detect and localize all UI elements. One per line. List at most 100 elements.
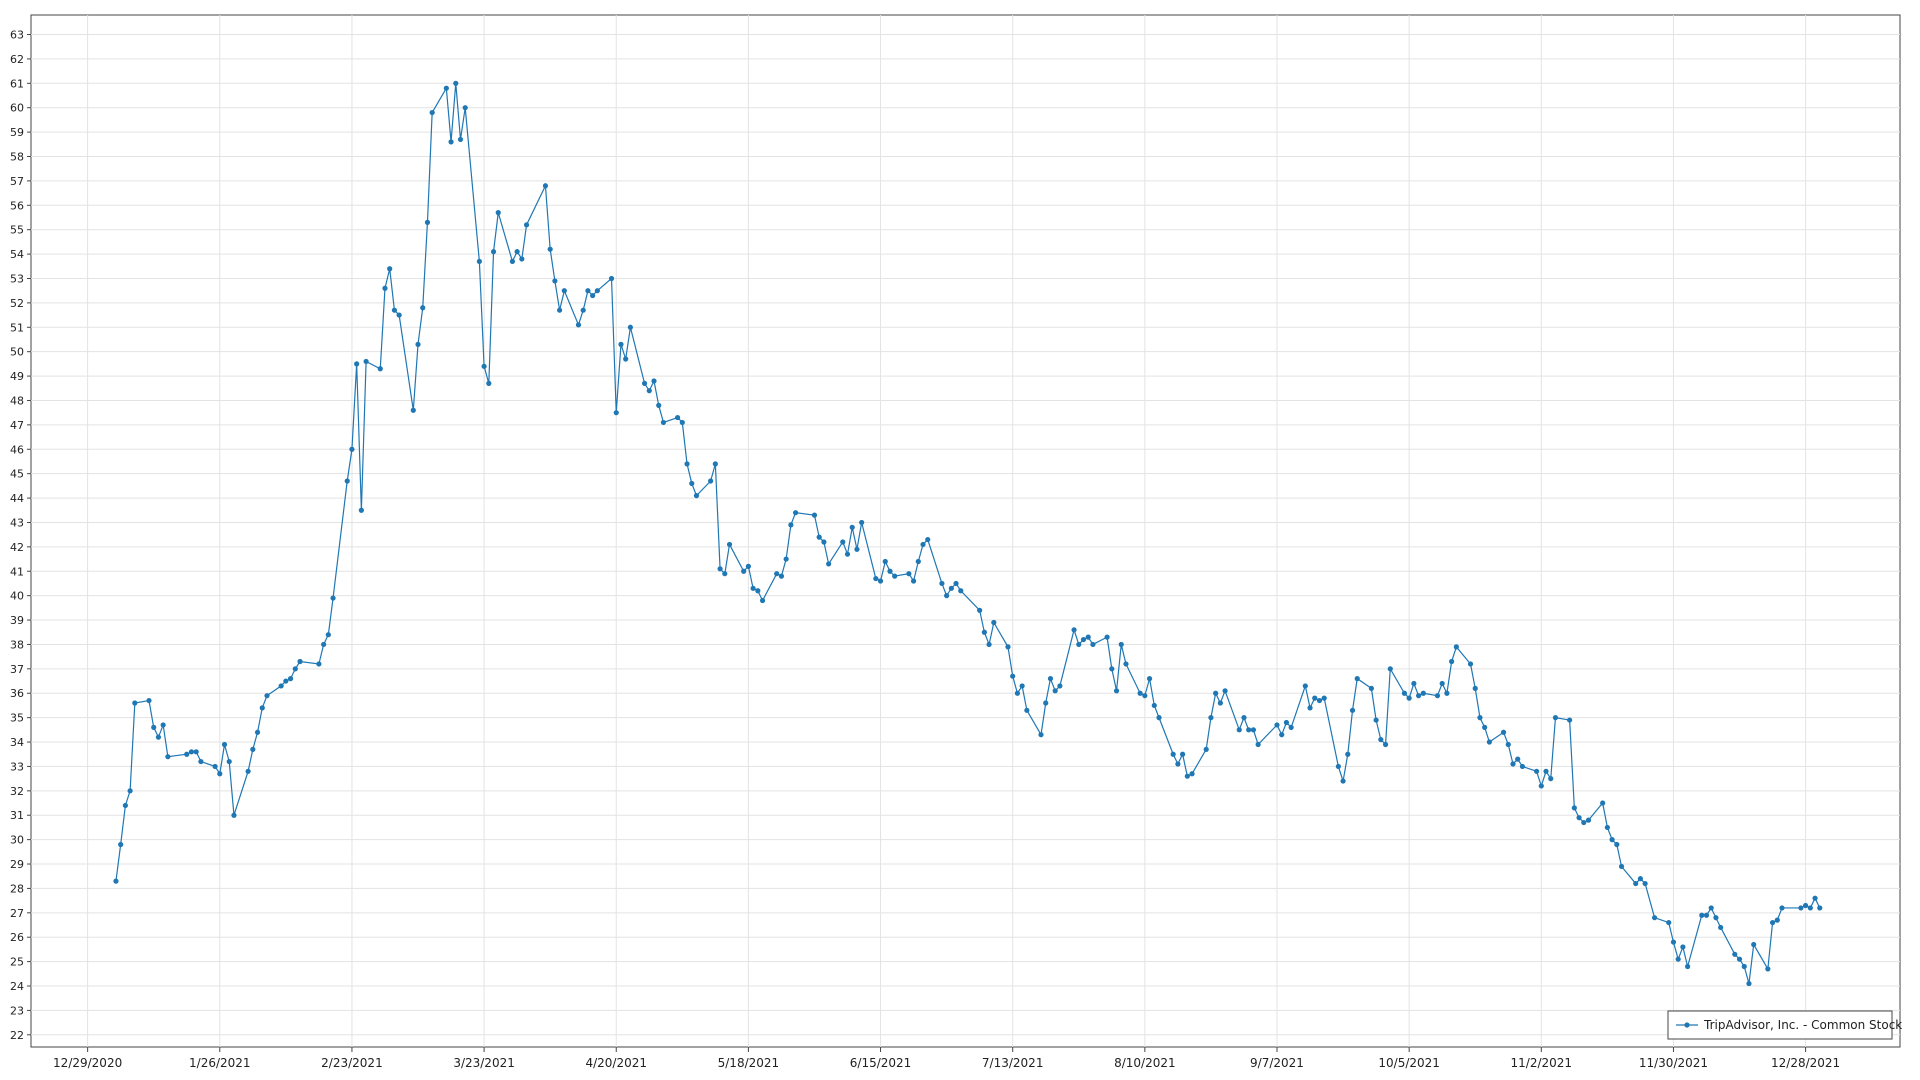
point	[693, 493, 700, 499]
point	[1368, 685, 1374, 691]
point	[712, 461, 718, 467]
point	[915, 558, 921, 565]
plot-frame	[30, 14, 1901, 1048]
point	[193, 749, 199, 755]
point	[1600, 800, 1606, 806]
y-tick-label: 53	[10, 272, 24, 285]
point	[1680, 944, 1686, 950]
x-tick-label: 12/28/2021	[1771, 1056, 1840, 1070]
point	[1585, 817, 1592, 823]
y-tick-label: 54	[10, 248, 24, 261]
y-tick-label: 27	[10, 907, 24, 920]
point	[1769, 919, 1776, 926]
point	[1217, 700, 1223, 706]
y-tick-label: 59	[10, 126, 24, 139]
point	[1156, 715, 1162, 721]
point	[1321, 695, 1327, 701]
point	[1010, 673, 1016, 679]
point	[1718, 924, 1724, 931]
point	[920, 541, 926, 548]
point	[1222, 688, 1228, 694]
y-tick-label: 34	[10, 736, 24, 749]
y-tick-label: 49	[10, 370, 24, 383]
point	[679, 419, 685, 426]
point	[1283, 719, 1290, 726]
point	[1241, 715, 1247, 721]
point	[457, 136, 464, 143]
point	[1666, 919, 1672, 926]
point	[1746, 980, 1752, 987]
point	[1057, 683, 1063, 689]
point	[1543, 768, 1549, 774]
point	[1798, 905, 1804, 911]
point	[1732, 951, 1738, 957]
point	[382, 285, 388, 291]
y-tick-label: 37	[10, 663, 24, 676]
point	[1803, 902, 1809, 909]
point	[321, 641, 327, 648]
point	[1406, 695, 1412, 701]
point	[113, 878, 119, 884]
point	[264, 693, 270, 699]
point	[118, 841, 124, 848]
point	[1024, 707, 1030, 713]
point	[925, 536, 931, 543]
point	[1637, 876, 1644, 882]
point	[132, 700, 138, 706]
point	[1751, 941, 1757, 948]
point	[1345, 751, 1351, 757]
point	[1779, 905, 1785, 911]
point	[811, 512, 818, 518]
point	[613, 410, 619, 416]
y-tick-label: 46	[10, 443, 24, 456]
y-tick-label: 58	[10, 151, 24, 164]
point	[1170, 751, 1176, 757]
point	[250, 746, 256, 752]
point	[552, 278, 558, 284]
point	[590, 292, 596, 299]
y-tick-label: 51	[10, 321, 24, 334]
point	[1472, 685, 1478, 691]
point	[1604, 824, 1610, 831]
point	[792, 510, 799, 516]
point	[1651, 915, 1658, 921]
y-tick-label: 42	[10, 541, 24, 554]
point	[1675, 956, 1681, 962]
y-tick-label: 29	[10, 858, 24, 871]
point	[188, 749, 195, 755]
point	[1274, 722, 1280, 728]
point	[840, 539, 846, 545]
point	[127, 788, 133, 794]
point	[377, 366, 383, 372]
y-tick-label: 38	[10, 638, 24, 651]
point	[292, 666, 298, 672]
y-tick-label: 48	[10, 394, 24, 407]
point	[821, 539, 827, 545]
y-tick-label: 41	[10, 565, 24, 578]
point	[278, 683, 284, 689]
point	[892, 573, 898, 579]
y-tick-label: 23	[10, 1004, 24, 1017]
point	[1552, 715, 1559, 721]
point	[1354, 676, 1360, 682]
point	[656, 402, 662, 408]
point	[1085, 634, 1091, 640]
y-tick-label: 35	[10, 712, 24, 725]
point	[759, 597, 766, 604]
point	[1515, 756, 1521, 762]
point	[1080, 636, 1087, 643]
point	[1189, 771, 1195, 777]
point	[1486, 739, 1492, 745]
point	[259, 705, 265, 711]
point	[226, 758, 232, 765]
point	[1576, 815, 1582, 821]
point	[514, 249, 520, 255]
y-tick-label: 62	[10, 53, 24, 66]
point	[741, 568, 747, 574]
y-tick-label: 44	[10, 492, 24, 505]
y-tick-label: 57	[10, 175, 24, 188]
point	[1699, 912, 1705, 918]
point	[1151, 702, 1157, 709]
point	[1434, 693, 1441, 699]
point	[1807, 905, 1813, 911]
